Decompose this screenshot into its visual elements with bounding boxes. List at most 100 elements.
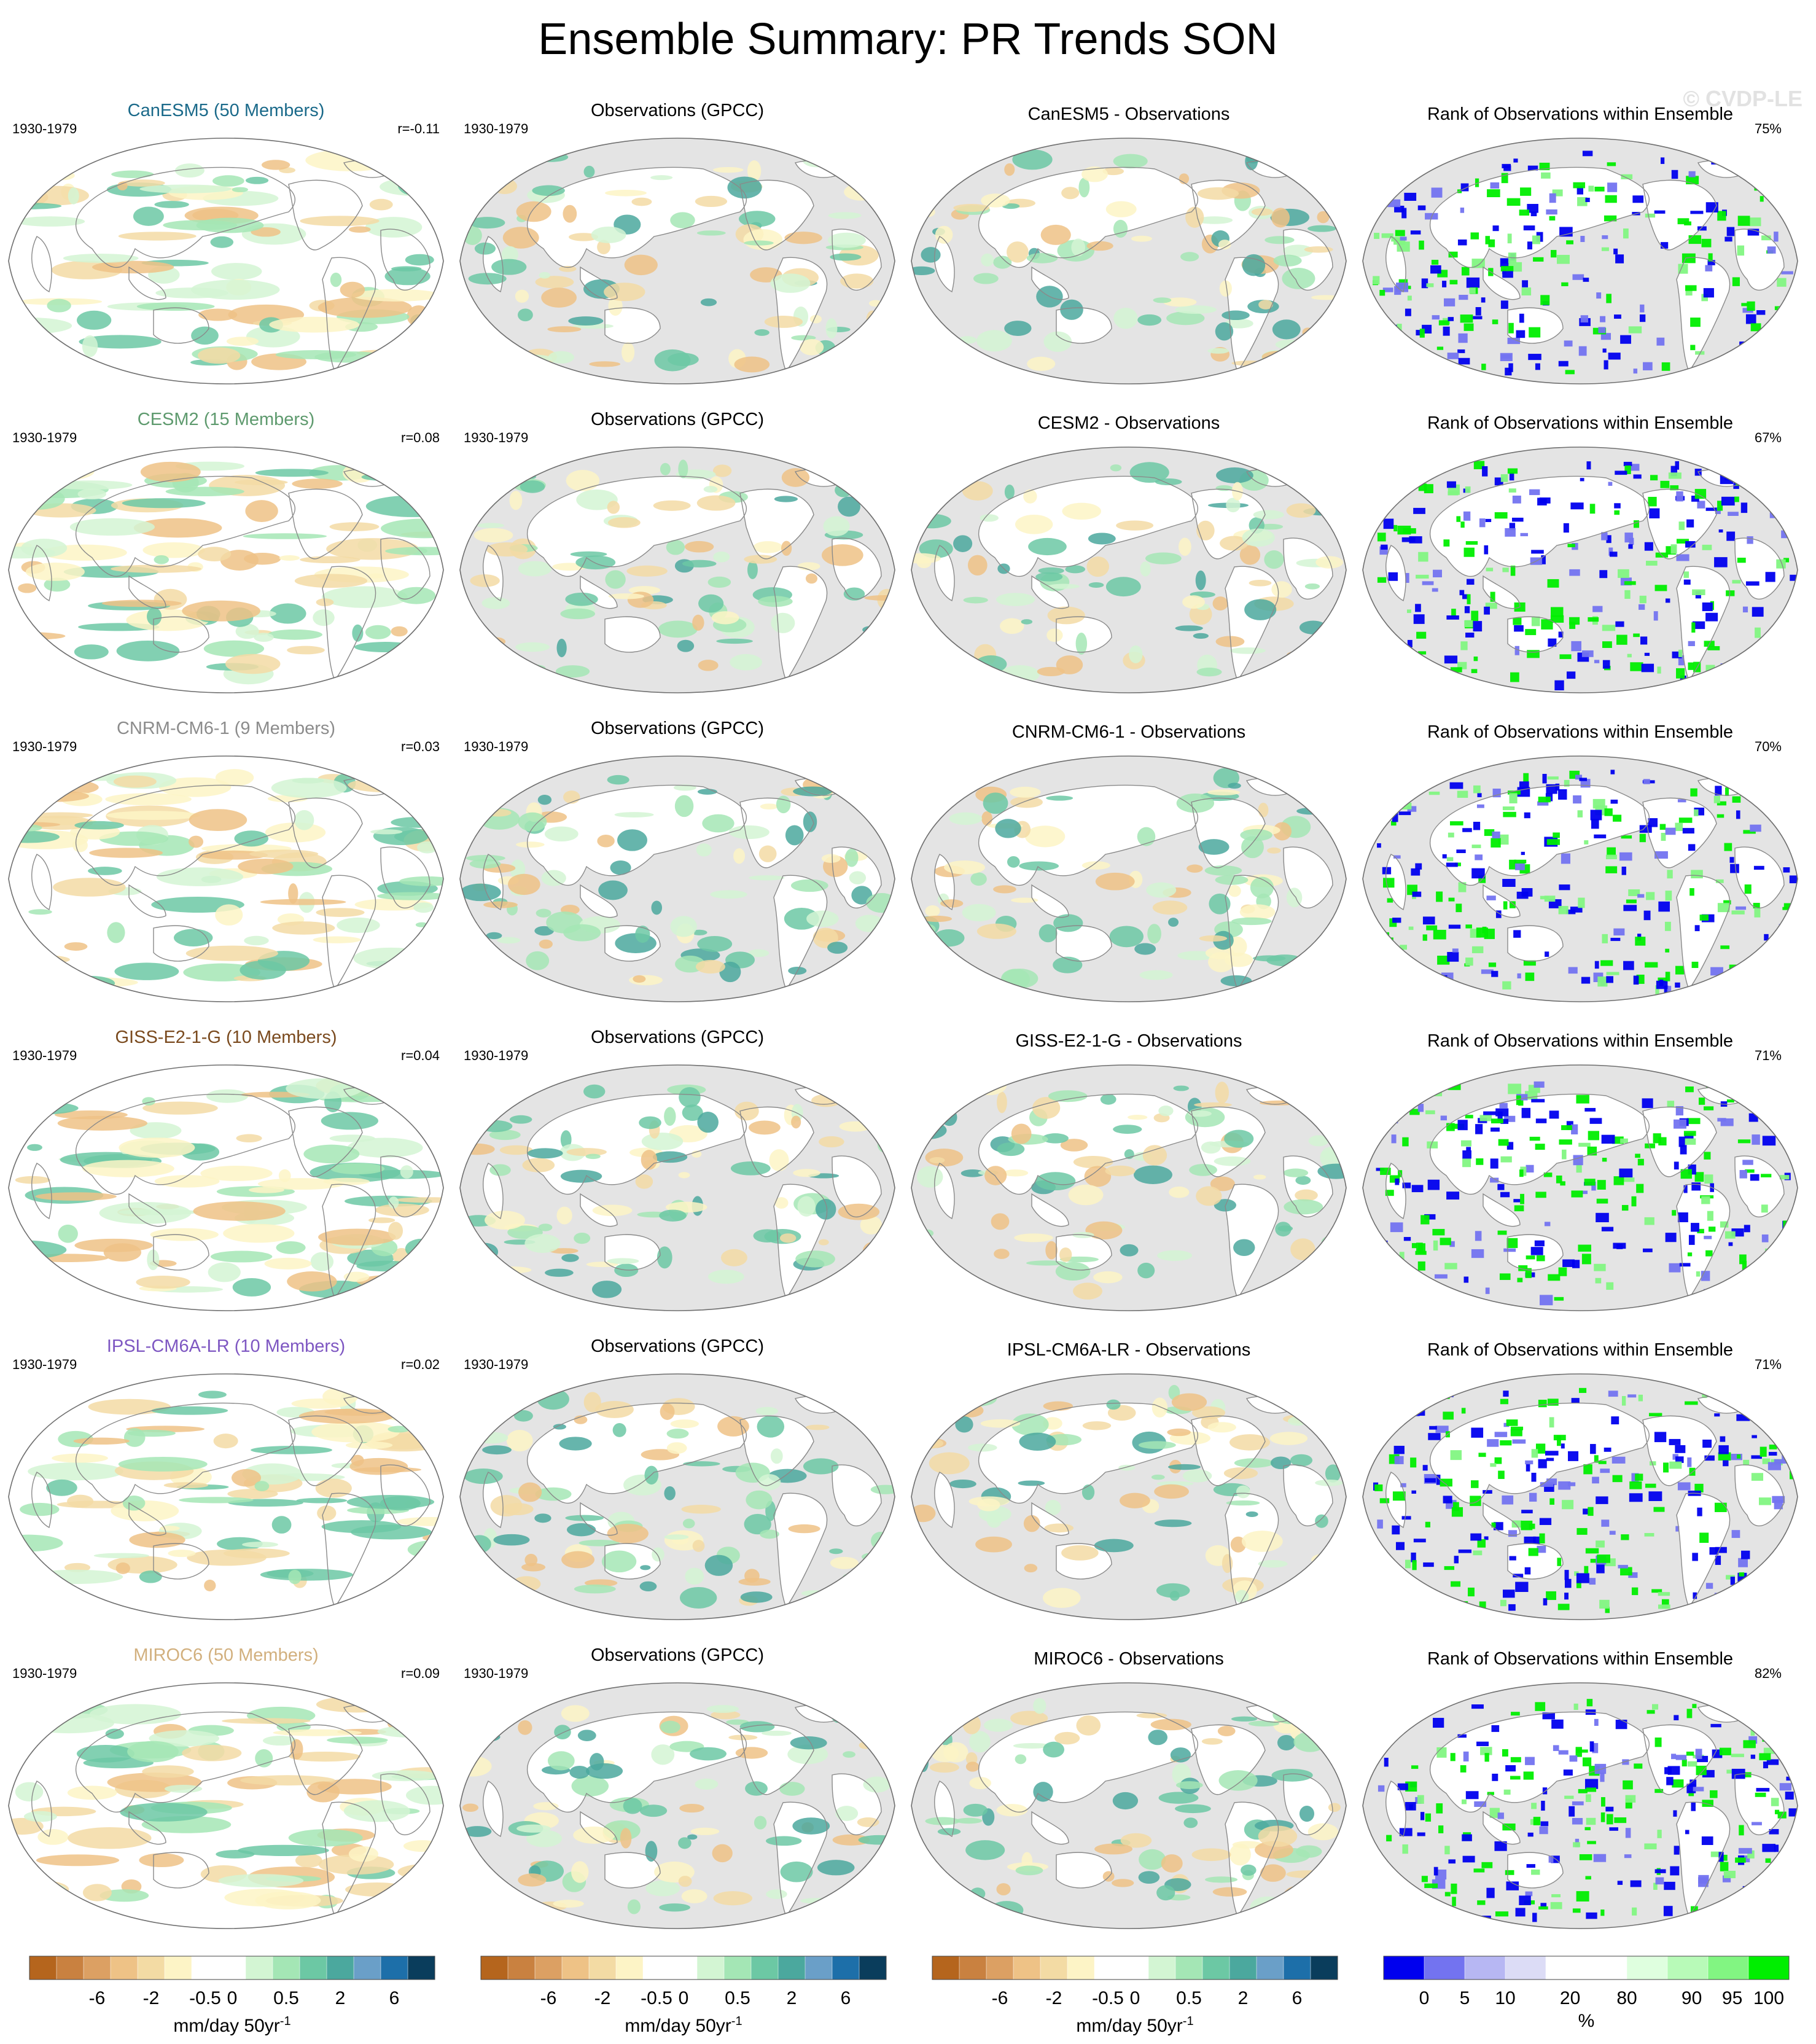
figure-title: Ensemble Summary: PR Trends SON — [538, 15, 1278, 64]
colorbar-unit: % — [1578, 2011, 1595, 2031]
obs-title: Observations (GPCC) — [590, 101, 764, 120]
pattern-correlation: r=0.03 — [401, 739, 440, 754]
colorbar-swatch — [1175, 1956, 1203, 1980]
map-model — [8, 447, 444, 693]
colorbar-unit-exponent: -1 — [279, 2015, 291, 2028]
rank-percent: 70% — [1754, 739, 1782, 754]
obs-panel-ipsl-cm6a-lr: Observations (GPCC) 1930-1979 — [451, 1336, 903, 1644]
map-model — [8, 1682, 444, 1929]
model-title: CESM2 (15 Members) — [137, 410, 315, 429]
rank-percent: 82% — [1754, 1666, 1782, 1681]
pattern-correlation: r=0.04 — [401, 1048, 440, 1063]
colorbar-swatch — [1256, 1956, 1284, 1980]
map-rank — [1362, 138, 1798, 384]
colorbar-tick: 0 — [1129, 1988, 1140, 2008]
colorbar-swatch — [1505, 1956, 1546, 1980]
colorbar-tick: 2 — [786, 1988, 797, 2008]
colorbar-label: mm/day 50yr-1 — [481, 2010, 886, 2037]
diff-panel-giss-e2-1-g: GISS-E2-1-G - Observations — [903, 1028, 1355, 1335]
colorbar-swatch — [1013, 1956, 1041, 1980]
colorbar-tick: -6 — [88, 1988, 106, 2008]
diff-panel-cesm2: CESM2 - Observations — [903, 410, 1355, 717]
colorbar-swatch — [507, 1956, 536, 1980]
rank-percent: 67% — [1754, 430, 1782, 445]
colorbar-swatch — [1464, 1956, 1506, 1980]
map-diff — [911, 755, 1347, 1002]
diff-title: CanESM5 - Observations — [1027, 104, 1230, 124]
model-title: MIROC6 (50 Members) — [133, 1645, 319, 1665]
period-label: 1930-1979 — [464, 739, 529, 754]
rank-panel-ipsl-cm6a-lr: Rank of Observations within Ensemble 71% — [1354, 1337, 1806, 1644]
colorbar-swatch — [1707, 1956, 1749, 1980]
colorbar-swatch — [534, 1956, 563, 1980]
colorbar-swatch — [1667, 1956, 1709, 1980]
obs-panel-cnrm-cm6-1: Observations (GPCC) 1930-1979 — [451, 719, 903, 1026]
colorbar-swatch — [380, 1956, 408, 1980]
diff-panel-ipsl-cm6a-lr: IPSL-CM6A-LR - Observations — [903, 1337, 1355, 1644]
map-obs — [459, 447, 895, 693]
map-obs — [459, 755, 895, 1002]
map-obs — [459, 1373, 895, 1620]
map-rank — [1362, 755, 1798, 1002]
colorbar-tick: 2 — [1237, 1988, 1249, 2008]
colorbar-tick: -2 — [594, 1988, 611, 2008]
colorbar-tick: 0 — [678, 1988, 689, 2008]
map-model — [8, 1373, 444, 1620]
rank-title: Rank of Observations within Ensemble — [1427, 1031, 1734, 1051]
map-diff — [911, 1373, 1347, 1620]
colorbar-swatch — [480, 1956, 509, 1980]
rank-panel-miroc6: Rank of Observations within Ensemble 82% — [1354, 1646, 1806, 1953]
rank-title: Rank of Observations within Ensemble — [1427, 1649, 1734, 1669]
obs-panel-cesm2: Observations (GPCC) 1930-1979 — [451, 410, 903, 717]
colorbar-swatch — [1545, 1956, 1587, 1980]
colorbar-unit-exponent: -1 — [1182, 2015, 1194, 2028]
map-rank — [1362, 447, 1798, 693]
model-title: CNRM-CM6-1 (9 Members) — [116, 719, 336, 738]
colorbar-tick: 2 — [335, 1988, 346, 2008]
rank-panel-cnrm-cm6-1: Rank of Observations within Ensemble 70% — [1354, 719, 1806, 1026]
colorbar-tick: -0.5 — [189, 1988, 221, 2008]
colorbar-1: -6 -2 -0.5 0 0.5 2 6 mm/day 50yr-1 — [29, 1956, 435, 2042]
colorbar-swatch — [218, 1956, 246, 1980]
map-diff — [911, 1064, 1347, 1311]
colorbar-swatch — [750, 1956, 779, 1980]
period-label: 1930-1979 — [12, 430, 77, 445]
colorbar-tick: 0 — [227, 1988, 238, 2008]
period-label: 1930-1979 — [464, 1357, 529, 1372]
colorbar-tick: 100 — [1753, 1988, 1785, 2008]
colorbar-tick: 6 — [389, 1988, 400, 2008]
map-obs — [459, 138, 895, 384]
colorbar-tick: -6 — [540, 1988, 557, 2008]
colorbar-swatch — [1094, 1956, 1122, 1980]
pattern-correlation: r=0.02 — [401, 1357, 440, 1372]
colorbar-swatch — [932, 1956, 960, 1980]
colorbar-unit: mm/day 50yr — [625, 2016, 731, 2036]
obs-title: Observations (GPCC) — [590, 1336, 764, 1356]
map-diff — [911, 1682, 1347, 1929]
colorbar-swatch — [1229, 1956, 1257, 1980]
map-model — [8, 755, 444, 1002]
colorbar-tick: 6 — [1292, 1988, 1303, 2008]
colorbar-tick: 5 — [1459, 1988, 1470, 2008]
period-label: 1930-1979 — [464, 430, 529, 445]
map-rank — [1362, 1682, 1798, 1929]
colorbar-swatch — [83, 1956, 111, 1980]
colorbar-tick: -0.5 — [1092, 1988, 1124, 2008]
model-panel-cesm2: CESM2 (15 Members) 1930-1979 r=0.08 — [0, 410, 452, 717]
diff-panel-canesm5: CanESM5 - Observations — [903, 101, 1355, 408]
diff-title: CESM2 - Observations — [1037, 413, 1220, 433]
map-obs — [459, 1064, 895, 1311]
colorbar-swatch — [191, 1956, 219, 1980]
colorbar-label: mm/day 50yr-1 — [29, 2010, 435, 2037]
pattern-correlation: r=0.08 — [401, 430, 440, 445]
model-title: GISS-E2-1-G (10 Members) — [115, 1028, 337, 1047]
colorbar-tick: -2 — [142, 1988, 160, 2008]
watermark: © CVDP-LE — [1683, 86, 1802, 111]
diff-title: MIROC6 - Observations — [1034, 1649, 1224, 1669]
model-panel-ipsl-cm6a-lr: IPSL-CM6A-LR (10 Members) 1930-1979 r=0.02 — [0, 1336, 452, 1644]
obs-title: Observations (GPCC) — [590, 1645, 764, 1665]
colorbar-swatch — [353, 1956, 381, 1980]
colorbar-unit: mm/day 50yr — [1076, 2016, 1183, 2036]
map-rank — [1362, 1064, 1798, 1311]
period-label: 1930-1979 — [464, 1666, 529, 1681]
